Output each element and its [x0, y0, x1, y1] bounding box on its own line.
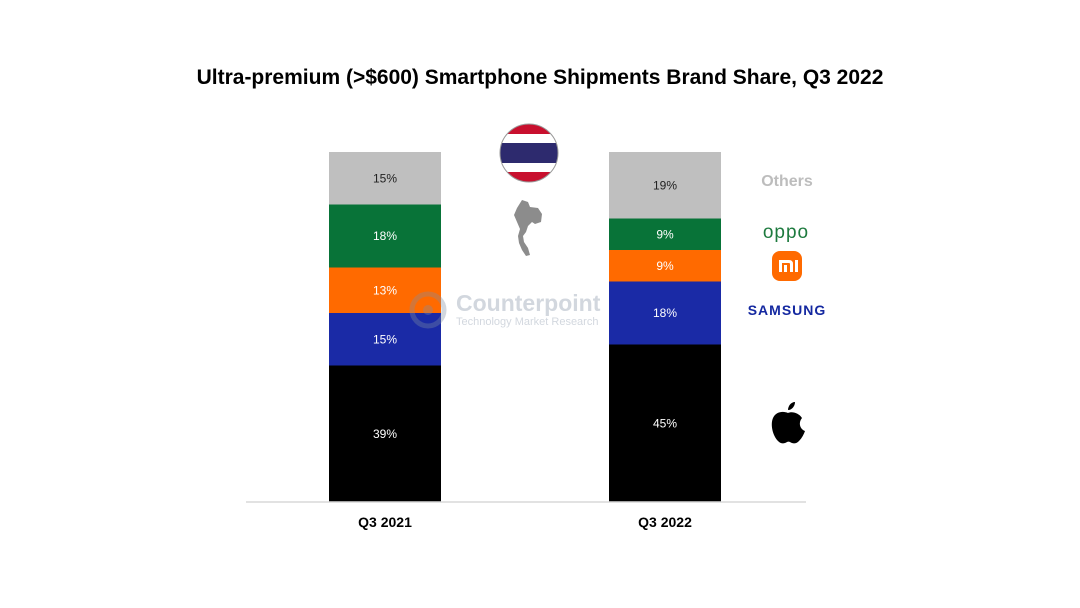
- bar-segment-apple-1: [609, 344, 721, 502]
- bar-segment-others-1: [609, 152, 721, 219]
- legend-others: Others: [761, 173, 813, 190]
- x-tick-labels: Q3 2021 Q3 2022: [358, 514, 692, 530]
- counterpoint-logo-icon: [409, 291, 447, 329]
- data-label-xiaomi-1: 9%: [656, 259, 674, 273]
- bar-segment-oppo-1: [609, 218, 721, 250]
- data-label-samsung-0: 15%: [373, 332, 397, 346]
- legend-oppo-logo: oppo: [762, 222, 810, 243]
- data-label-xiaomi-0: 13%: [373, 283, 397, 297]
- bars-layer: 39% 15% 13% 18% 15% 45% 18% 9% 9% 19%: [329, 152, 721, 502]
- data-label-others-1: 19%: [653, 178, 677, 192]
- x-tick-label-0: Q3 2021: [358, 514, 412, 530]
- watermark-subtitle: Technology Market Research: [456, 316, 599, 328]
- thailand-flag-icon: [499, 123, 559, 183]
- data-label-apple-0: 39%: [373, 427, 397, 441]
- data-label-oppo-0: 18%: [373, 229, 397, 243]
- bar-segment-xiaomi-0: [329, 267, 441, 313]
- x-tick-label-1: Q3 2022: [638, 514, 692, 530]
- bar-segment-others-0: [329, 152, 441, 205]
- chart-title: Ultra-premium (>$600) Smartphone Shipmen…: [196, 66, 884, 89]
- legend-samsung-logo: SAMSUNG: [747, 302, 827, 318]
- bar-segment-oppo-0: [329, 204, 441, 268]
- bar-segment-xiaomi-1: [609, 250, 721, 282]
- bar-segment-samsung-0: [329, 313, 441, 366]
- bar-segment-samsung-1: [609, 281, 721, 345]
- data-label-apple-1: 45%: [653, 416, 677, 430]
- xiaomi-logo-icon: [772, 251, 802, 281]
- data-label-samsung-1: 18%: [653, 306, 677, 320]
- thailand-map-icon: [514, 200, 542, 256]
- data-label-others-0: 15%: [373, 171, 397, 185]
- counterpoint-watermark: Counterpoint Technology Market Research: [408, 290, 600, 335]
- apple-logo-icon: [766, 400, 810, 446]
- data-label-oppo-1: 9%: [656, 227, 674, 241]
- xiaomi-mi-mark: [779, 260, 798, 272]
- watermark-name: Counterpoint: [456, 290, 601, 316]
- bar-segment-apple-0: [329, 365, 441, 502]
